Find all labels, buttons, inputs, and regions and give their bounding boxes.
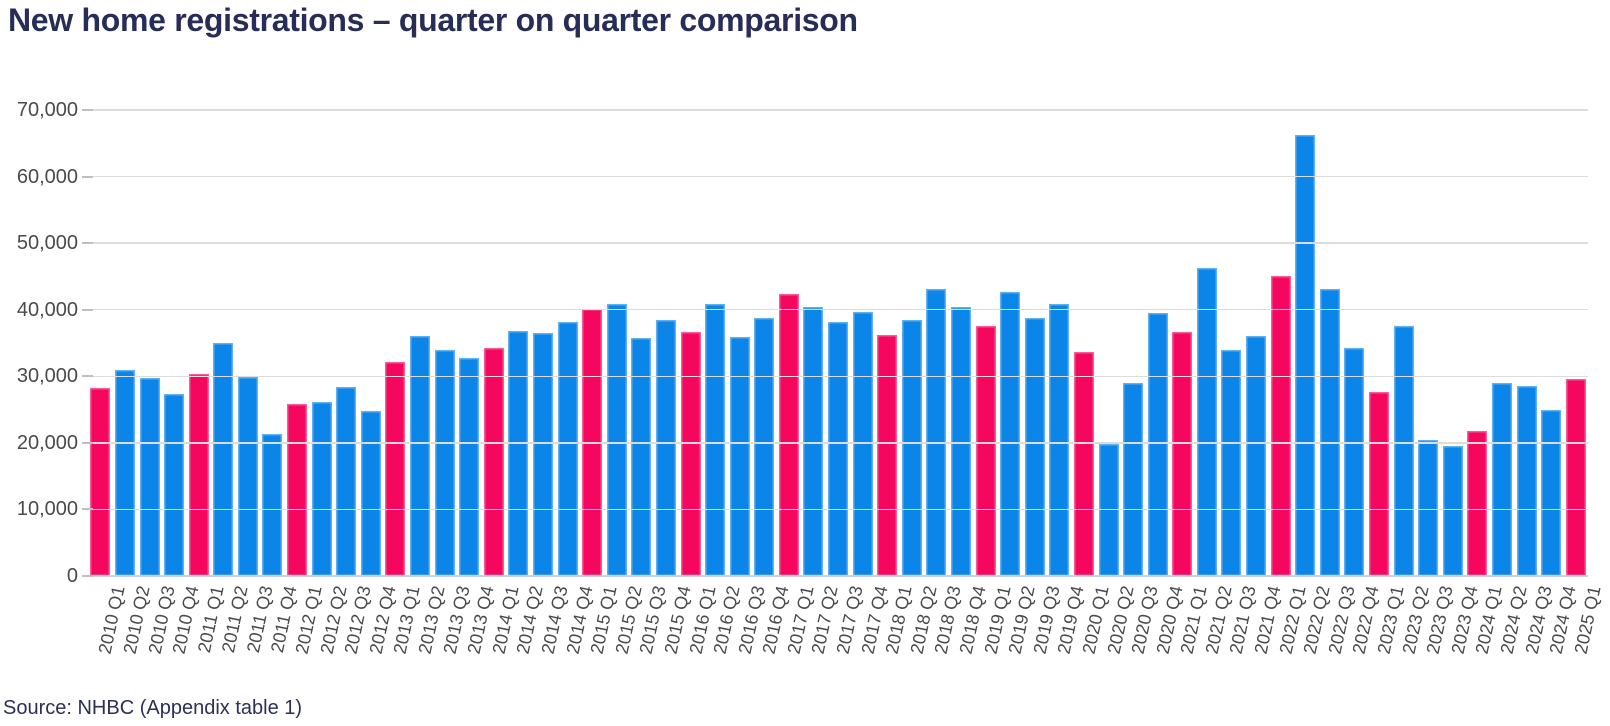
bar-2018-q2 (901, 320, 922, 576)
y-tick-label-70000: 70,000 (16, 99, 78, 121)
bar-2017-q3 (828, 322, 848, 576)
bar-2016-q3 (729, 337, 750, 576)
bar-2019-q4 (1049, 304, 1070, 576)
bar-2014-q4 (557, 322, 578, 576)
bar-2013-q1 (385, 362, 406, 576)
bar-2012-q2 (311, 402, 332, 576)
bar-2023-q3 (1418, 440, 1439, 576)
bar-2019-q2 (1000, 292, 1021, 576)
y-axis-tick (82, 242, 93, 245)
bar-2012-q3 (336, 387, 357, 576)
gridline-0 (88, 575, 1588, 577)
bar-2011-q2 (213, 343, 234, 576)
chart-title: New home registrations – quarter on quar… (8, 2, 858, 38)
bar-2020-q4 (1147, 313, 1168, 576)
gridline-10000 (88, 508, 1588, 511)
bar-2010-q1 (90, 388, 111, 576)
x-axis-labels: 2010 Q1 2010 Q2 2010 Q3 2010 Q4 2011 Q1 2011 … (88, 584, 1604, 674)
bar-series (88, 110, 1588, 576)
bar-2024-q2 (1491, 383, 1512, 576)
bar-2015-q4 (655, 320, 676, 576)
bar-2013-q3 (434, 350, 455, 576)
source-note: Source: NHBC (Appendix table 1) (3, 697, 303, 719)
gridline-70000 (88, 109, 1588, 111)
bar-2019-q1 (975, 326, 996, 576)
plot-area (82, 109, 1588, 577)
y-tick-label-60000: 60,000 (16, 165, 78, 188)
bar-2022-q4 (1344, 348, 1365, 576)
bar-2015-q2 (606, 304, 627, 576)
bar-2023-q2 (1393, 326, 1414, 576)
y-tick-label-30000: 30,000 (16, 365, 78, 388)
bar-2021-q4 (1246, 336, 1266, 576)
y-axis-labels: 70,000 60,000 50,000 40,000 30,000 20,000 10,0… (0, 100, 80, 586)
y-axis-tick (82, 575, 93, 577)
bar-2014-q3 (532, 333, 553, 576)
bar-2019-q3 (1024, 318, 1045, 576)
bar-2024-q4 (1541, 410, 1562, 576)
y-tick-label-10000: 10,000 (16, 498, 78, 521)
gridline-60000 (88, 175, 1588, 178)
y-tick-label-20000: 20,000 (16, 431, 78, 454)
y-axis-tick (82, 175, 93, 178)
bar-2018-q1 (877, 335, 898, 576)
bar-2022-q2 (1295, 135, 1316, 576)
bar-2024-q1 (1467, 431, 1488, 576)
bar-2013-q4 (459, 358, 480, 576)
y-axis-tick (82, 109, 93, 111)
bar-2015-q3 (631, 338, 652, 576)
y-tick-label-0: 0 (66, 565, 78, 587)
y-axis-tick (82, 441, 93, 444)
bar-2021-q3 (1221, 350, 1242, 576)
bar-2010-q2 (114, 370, 135, 576)
bar-2024-q3 (1516, 386, 1537, 576)
bar-2013-q2 (410, 336, 430, 576)
bar-2020-q3 (1123, 383, 1144, 576)
bar-2016-q4 (754, 318, 775, 576)
bar-2011-q3 (237, 377, 258, 576)
y-tick-label-50000: 50,000 (16, 232, 78, 255)
bar-2012-q1 (287, 404, 307, 576)
bar-2016-q1 (680, 332, 701, 576)
gridline-20000 (88, 442, 1588, 444)
bar-2023-q1 (1369, 392, 1389, 576)
y-tick-label-40000: 40,000 (16, 298, 78, 321)
y-axis-tick (82, 308, 93, 311)
bar-2022-q3 (1319, 289, 1340, 576)
bar-2011-q1 (188, 374, 209, 576)
bar-2016-q2 (705, 304, 725, 576)
bar-2017-q4 (852, 312, 873, 576)
bar-2010-q3 (139, 378, 160, 576)
bar-2025-q1 (1565, 379, 1586, 576)
bar-2022-q1 (1270, 276, 1291, 576)
bar-2014-q2 (508, 331, 529, 576)
gridline-50000 (88, 242, 1588, 244)
bar-2021-q2 (1196, 268, 1217, 576)
gridline-40000 (88, 308, 1588, 311)
gridline-30000 (88, 375, 1588, 378)
bar-2018-q3 (926, 289, 947, 576)
bar-2010-q4 (164, 394, 185, 576)
bar-2014-q1 (483, 348, 504, 576)
bar-2012-q4 (360, 411, 381, 576)
bar-2011-q4 (262, 434, 283, 576)
y-axis-tick (82, 508, 93, 511)
bar-2023-q4 (1442, 446, 1463, 576)
bar-2021-q1 (1172, 332, 1193, 576)
bar-2017-q1 (778, 294, 799, 576)
y-axis-tick (82, 375, 93, 378)
bar-2020-q1 (1073, 352, 1094, 576)
